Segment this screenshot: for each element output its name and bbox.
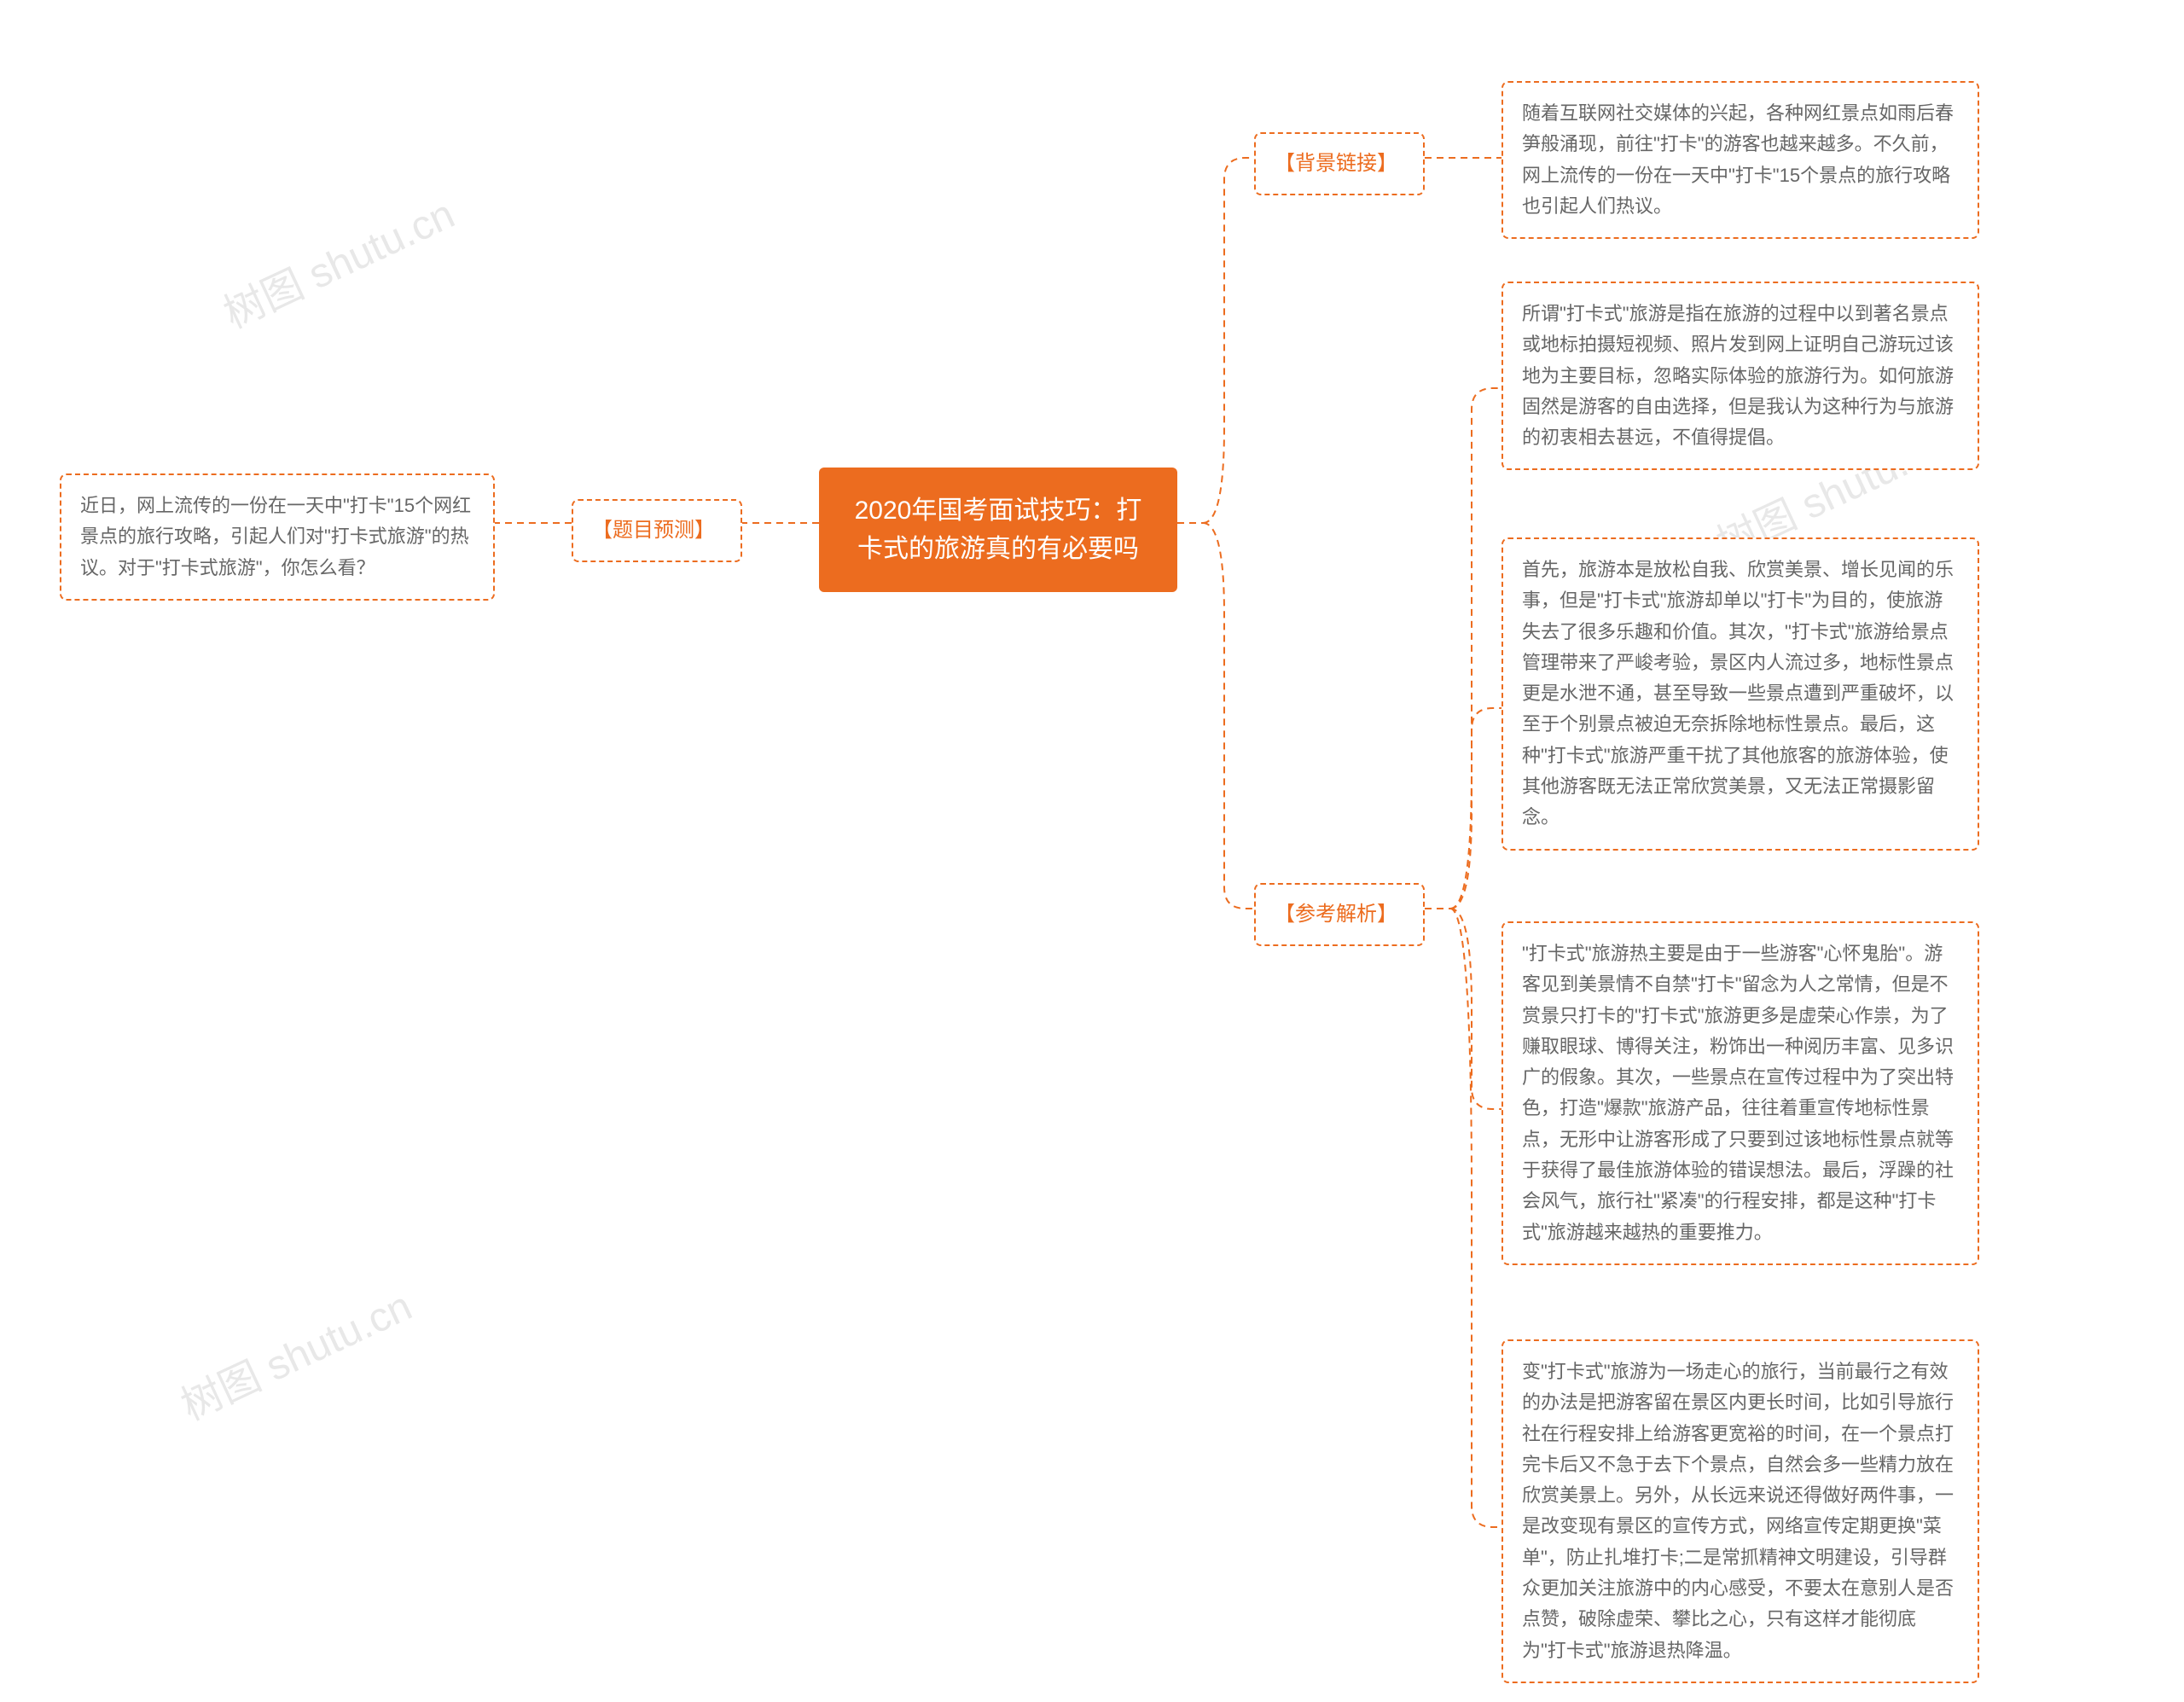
leaf-text: 近日，网上流传的一份在一天中"打卡"15个网红景点的旅行攻略，引起人们对"打卡式… <box>80 491 474 584</box>
leaf-analysis-2[interactable]: "打卡式"旅游热主要是由于一些游客"心怀鬼胎"。游客见到美景情不自禁"打卡"留念… <box>1502 921 1979 1265</box>
leaf-analysis-0[interactable]: 所谓"打卡式"旅游是指在旅游的过程中以到著名景点或地标拍摄短视频、照片发到网上证… <box>1502 282 1979 470</box>
leaf-text: 首先，旅游本是放松自我、欣赏美景、增长见闻的乐事，但是"打卡式"旅游却单以"打卡… <box>1522 555 1959 834</box>
leaf-background-0[interactable]: 随着互联网社交媒体的兴起，各种网红景点如雨后春笋般涌现，前往"打卡"的游客也越来… <box>1502 81 1979 239</box>
watermark: 树图 shutu.cn <box>212 181 462 340</box>
branch-label: 【背景链接】 <box>1275 152 1397 175</box>
branch-background[interactable]: 【背景链接】 <box>1254 132 1425 195</box>
branch-label: 【参考解析】 <box>1275 903 1397 926</box>
leaf-text: "打卡式"旅游热主要是由于一些游客"心怀鬼胎"。游客见到美景情不自禁"打卡"留念… <box>1522 938 1959 1248</box>
leaf-text: 所谓"打卡式"旅游是指在旅游的过程中以到著名景点或地标拍摄短视频、照片发到网上证… <box>1522 299 1959 453</box>
branch-label: 【题目预测】 <box>592 519 715 542</box>
leaf-analysis-1[interactable]: 首先，旅游本是放松自我、欣赏美景、增长见闻的乐事，但是"打卡式"旅游却单以"打卡… <box>1502 537 1979 851</box>
leaf-text: 随着互联网社交媒体的兴起，各种网红景点如雨后春笋般涌现，前往"打卡"的游客也越来… <box>1522 98 1959 222</box>
root-text: 2020年国考面试技巧：打 卡式的旅游真的有必要吗 <box>845 491 1152 568</box>
leaf-text: 变"打卡式"旅游为一场走心的旅行，当前最行之有效的办法是把游客留在景区内更长时间… <box>1522 1356 1959 1666</box>
leaf-prediction-text[interactable]: 近日，网上流传的一份在一天中"打卡"15个网红景点的旅行攻略，引起人们对"打卡式… <box>60 473 495 601</box>
leaf-analysis-3[interactable]: 变"打卡式"旅游为一场走心的旅行，当前最行之有效的办法是把游客留在景区内更长时间… <box>1502 1339 1979 1683</box>
watermark: 树图 shutu.cn <box>170 1273 420 1432</box>
branch-prediction[interactable]: 【题目预测】 <box>572 499 742 562</box>
root-node[interactable]: 2020年国考面试技巧：打 卡式的旅游真的有必要吗 <box>819 468 1177 592</box>
branch-analysis[interactable]: 【参考解析】 <box>1254 883 1425 946</box>
